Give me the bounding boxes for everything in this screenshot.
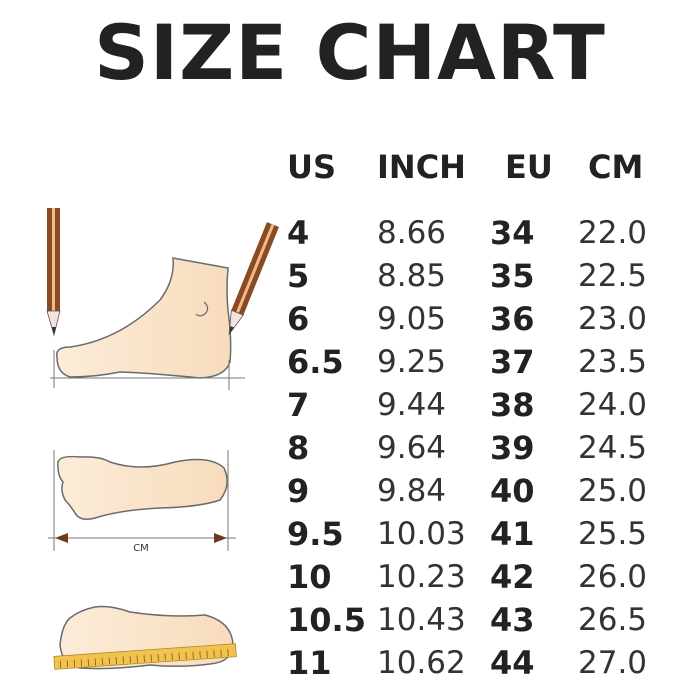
cm-size: 27.0: [578, 645, 648, 681]
page-title: SIZE CHART: [94, 8, 606, 97]
us-size: 9: [287, 472, 310, 510]
cm-size: 26.5: [578, 602, 648, 638]
us-size: 5: [287, 257, 310, 295]
cm-size: 22.0: [578, 215, 648, 251]
measure-label: CM: [133, 543, 149, 554]
inch-size: 8.66: [377, 215, 447, 251]
cm-size: 26.0: [578, 559, 648, 595]
inch-size: 9.44: [377, 387, 447, 423]
us-size: 4: [287, 214, 310, 252]
us-size: 6: [287, 300, 310, 338]
us-size: 10.5: [287, 601, 366, 639]
us-size: 7: [287, 386, 310, 424]
cm-size: 24.5: [578, 430, 648, 466]
inch-size: 9.84: [377, 473, 447, 509]
inch-size: 10.62: [377, 645, 466, 681]
eu-size: 36: [490, 300, 535, 338]
us-size: 8: [287, 429, 310, 467]
us-size: 6.5: [287, 343, 344, 381]
foot-with-ruler-icon: [53, 605, 237, 670]
arrow-right-icon: [214, 533, 227, 543]
cm-size: 22.5: [578, 258, 648, 294]
us-size: 11: [287, 644, 332, 682]
header-cm: CM: [588, 148, 644, 186]
eu-size: 39: [490, 429, 535, 467]
inch-size: 10.23: [377, 559, 466, 595]
inch-size: 10.03: [377, 516, 466, 552]
cm-size: 25.0: [578, 473, 648, 509]
cm-size: 24.0: [578, 387, 648, 423]
foot-outline-icon: [48, 450, 236, 551]
side-foot-icon: [50, 257, 245, 390]
eu-size: 44: [490, 644, 535, 682]
ruler-icon: [53, 643, 237, 670]
eu-size: 40: [490, 472, 535, 510]
header-inch: INCH: [377, 148, 466, 186]
inch-size: 9.64: [377, 430, 447, 466]
pencil-icon: [46, 208, 61, 337]
us-size: 9.5: [287, 515, 344, 553]
inch-size: 10.43: [377, 602, 466, 638]
eu-size: 34: [490, 214, 535, 252]
pencil-icon: [228, 222, 279, 336]
eu-size: 38: [490, 386, 535, 424]
inch-size: 8.85: [377, 258, 447, 294]
inch-size: 9.25: [377, 344, 447, 380]
eu-size: 37: [490, 343, 535, 381]
cm-size: 23.0: [578, 301, 648, 337]
us-size: 10: [287, 558, 332, 596]
header-us: US: [287, 148, 337, 186]
eu-size: 35: [490, 257, 535, 295]
cm-size: 23.5: [578, 344, 648, 380]
eu-size: 43: [490, 601, 535, 639]
inch-size: 9.05: [377, 301, 447, 337]
arrow-left-icon: [55, 533, 68, 543]
header-eu: EU: [505, 148, 553, 186]
cm-size: 25.5: [578, 516, 648, 552]
eu-size: 42: [490, 558, 535, 596]
eu-size: 41: [490, 515, 535, 553]
